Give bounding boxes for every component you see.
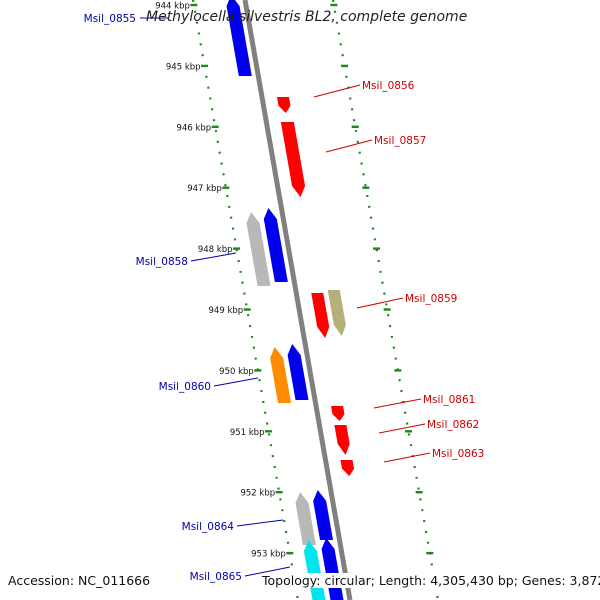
organism-name: Methylocella silvestris BL2 [146, 9, 332, 25]
gene-label-msil-0862[interactable]: Msil_0862 [427, 419, 479, 431]
gene-features [226, 0, 355, 600]
gene-arrow-msil-0857[interactable] [280, 122, 306, 197]
gene-arrow-msil-0861[interactable] [331, 406, 345, 421]
gene-label-msil-0856[interactable]: Msil_0856 [362, 80, 415, 92]
accession-label: Accession: [8, 573, 75, 588]
label-leader-msil-0861 [373, 398, 422, 409]
gene-label-msil-0855[interactable]: Msil_0855 [84, 13, 136, 25]
gene-arrow-msil-0858-gray[interactable] [246, 212, 271, 286]
gene-arrow-msil-0855[interactable] [226, 0, 252, 76]
tick-label: 949 kbp [209, 306, 244, 316]
gene-label-msil-0864[interactable]: Msil_0864 [182, 521, 235, 533]
label-leader-msil-0859 [356, 297, 404, 309]
gene-label-msil-0860[interactable]: Msil_0860 [159, 381, 211, 393]
tick-label: 946 kbp [177, 123, 212, 133]
tick-label: 953 kbp [251, 550, 286, 560]
gene-arrow-msil-0860[interactable] [287, 344, 309, 400]
gene-arrow-msil-0856[interactable] [276, 97, 291, 113]
gene-arrow-msil-0859-olive[interactable] [327, 290, 346, 336]
title-suffix: , complete genome [331, 9, 468, 25]
tick-label: 947 kbp [187, 184, 222, 194]
topology-text: Topology: circular; Length: 4,305,430 bp… [262, 573, 600, 588]
label-leader-msil-0864 [236, 519, 284, 527]
tick-label: 948 kbp [198, 245, 233, 255]
tick-label: 952 kbp [240, 489, 275, 499]
plus-strand-tick-rail [331, 0, 440, 600]
accession-text: Accession: NC_011666 [8, 573, 151, 588]
label-leader-msil-0865 [244, 566, 291, 577]
gene-label-msil-0861[interactable]: Msil_0861 [423, 394, 475, 406]
gene-arrow-msil-0860-orange[interactable] [270, 347, 292, 403]
label-leader-msil-0858 [190, 252, 237, 262]
label-leader-msil-0862 [378, 423, 426, 434]
gene-label-msil-0857[interactable]: Msil_0857 [374, 135, 426, 147]
tick-label: 945 kbp [166, 62, 201, 72]
label-leader-msil-0863 [383, 452, 431, 463]
gene-label-msil-0863[interactable]: Msil_0863 [432, 448, 484, 460]
gene-arrow-msil-0859[interactable] [311, 293, 330, 338]
gene-arrow-msil-0864[interactable] [313, 490, 333, 540]
tick-labels: 944 kbp 945 kbp 946 kbp 947 kbp 948 kbp 949 k… [155, 2, 286, 560]
accession-value: NC_011666 [78, 573, 151, 588]
gene-labels: Msil_0855 Msil_0856 Msil_0857 Msil_0858 Msil… [84, 13, 485, 583]
gene-arrow-msil-0862[interactable] [334, 425, 350, 455]
genome-title: Methylocella silvestris BL2, complete ge… [146, 9, 467, 25]
tick-label: 944 kbp [155, 2, 190, 12]
minus-strand-tick-rail [191, 0, 300, 600]
genome-backbone [242, 0, 353, 600]
tick-label: 951 kbp [230, 428, 265, 438]
gene-label-msil-0859[interactable]: Msil_0859 [405, 293, 457, 305]
gene-label-msil-0865[interactable]: Msil_0865 [190, 571, 242, 583]
tick-label: 950 kbp [219, 367, 254, 377]
gene-label-msil-0858[interactable]: Msil_0858 [136, 256, 188, 268]
label-leader-msil-0856 [313, 84, 361, 98]
label-leader-msil-0857 [325, 139, 373, 153]
tick-lines [190, 0, 440, 600]
gene-arrow-msil-0858[interactable] [263, 208, 288, 282]
gene-arrow-msil-0863[interactable] [340, 460, 355, 476]
gene-arrow-msil-0864-gray[interactable] [295, 492, 316, 545]
label-leader-msil-0860 [213, 377, 259, 387]
